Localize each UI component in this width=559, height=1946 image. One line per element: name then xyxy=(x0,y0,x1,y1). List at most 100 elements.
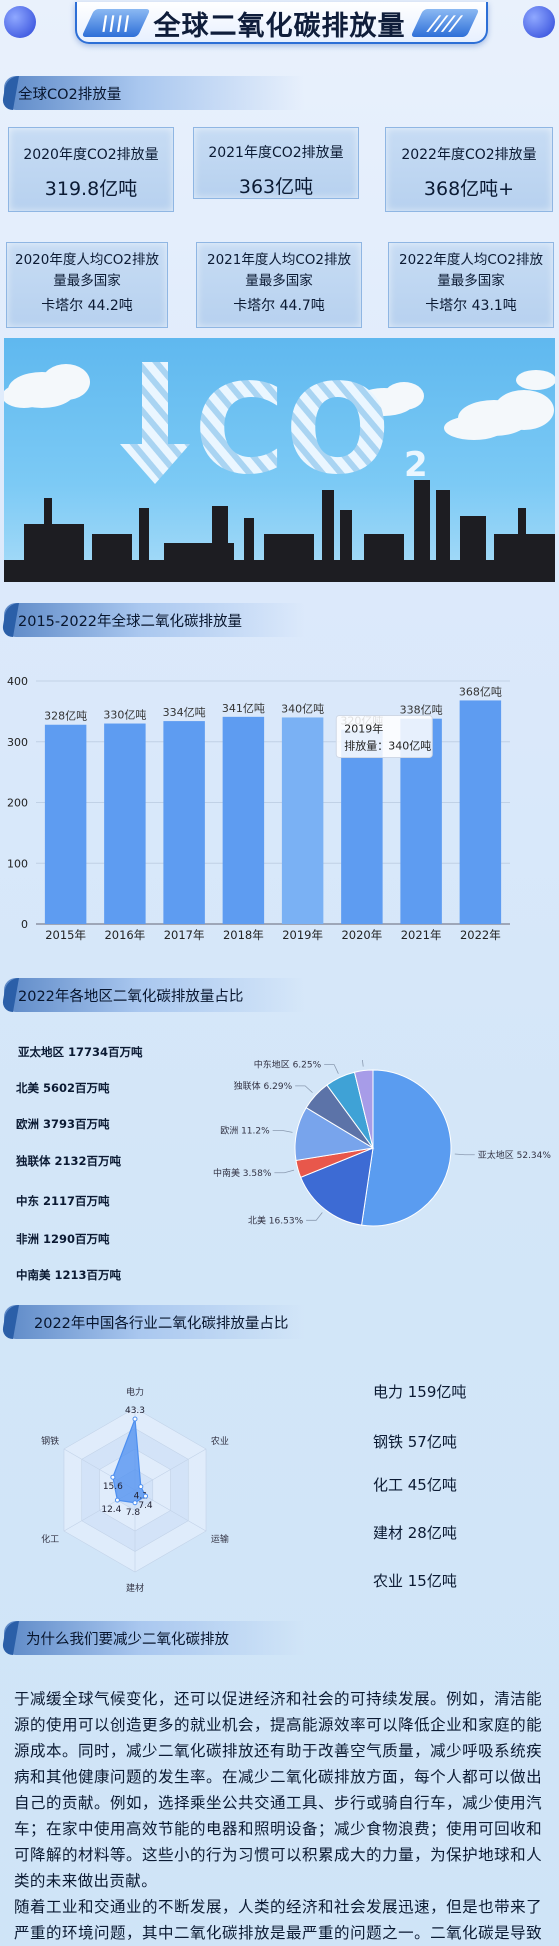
percap-value: 卡塔尔 44.2吨 xyxy=(41,298,133,314)
pie-percent-label: 中东地区 6.25% xyxy=(254,1060,322,1071)
pie-leader-line xyxy=(272,1130,293,1133)
x-tick-label: 2022年 xyxy=(460,928,501,942)
y-tick-label: 400 xyxy=(7,675,28,688)
radar-value-label: 7.8 xyxy=(126,1508,141,1518)
bar xyxy=(341,729,383,924)
bar-data-label: 338亿吨 xyxy=(400,704,443,717)
x-tick-label: 2017年 xyxy=(164,928,205,942)
cloud-right-icon xyxy=(444,370,555,440)
bar xyxy=(163,721,205,924)
section-header-region: 2022年各地区二氧化碳排放量占比 xyxy=(1,978,324,1012)
pie-percent-label: 非洲 3.81% xyxy=(300,1060,350,1063)
stat-label: 2020年度CO2排放量 xyxy=(23,147,159,163)
section-title: 2022年中国各行业二氧化碳排放量占比 xyxy=(34,1316,289,1332)
x-tick-label: 2021年 xyxy=(401,928,442,942)
pie-slice xyxy=(361,1069,452,1227)
section-header-annual: 2015-2022年全球二氧化碳排放量 xyxy=(1,603,324,637)
section-header-industry: 2022年中国各行业二氧化碳排放量占比 xyxy=(1,1305,324,1339)
x-tick-label: 2015年 xyxy=(45,928,86,942)
pie-percent-label: 北美 16.53% xyxy=(248,1214,304,1226)
percap-card-2020: 2020年度人均CO2排放 量最多国家 卡塔尔 44.2吨 xyxy=(6,242,168,328)
percap-label: 2021年度人均CO2排放 xyxy=(207,252,351,268)
radar-axis-label: 运输 xyxy=(211,1533,229,1545)
section-title: 2015-2022年全球二氧化碳排放量 xyxy=(18,614,243,630)
cloud-left-icon xyxy=(4,364,90,408)
pie-leader-line xyxy=(324,1064,339,1074)
pie-leader-line xyxy=(454,1153,475,1156)
radar-point xyxy=(132,1500,138,1506)
percap-label-2: 量最多国家 xyxy=(53,273,121,289)
radar-point xyxy=(138,1484,144,1490)
radar-axis-label: 化工 xyxy=(41,1533,59,1545)
bar-data-label: 334亿吨 xyxy=(163,706,206,719)
bar xyxy=(459,700,502,924)
section-title: 全球CO2排放量 xyxy=(18,87,122,103)
pie-leader-line xyxy=(295,1085,313,1093)
pie-leader-line xyxy=(274,1169,295,1174)
region-list-item: 独联体 2132百万吨 xyxy=(16,1154,122,1168)
bar-data-label: 330亿吨 xyxy=(103,709,146,722)
industry-list-item: 建材 28亿吨 xyxy=(373,1524,457,1542)
radar-value-label: 15.6 xyxy=(103,1482,123,1492)
section-title: 为什么我们要减少二氧化碳排放 xyxy=(26,1632,229,1648)
pie-slice xyxy=(353,1069,374,1149)
left-orb-icon xyxy=(4,6,36,38)
region-list-item: 中东 2117百万吨 xyxy=(16,1194,110,1208)
radar-point xyxy=(110,1474,116,1480)
co2-banner-image: CO 2 xyxy=(4,338,555,582)
tooltip-title: 2019年 xyxy=(344,721,383,735)
y-tick-label: 100 xyxy=(7,857,28,870)
tooltip-text: 排放量：340亿吨 xyxy=(344,738,431,752)
region-list-item: 欧洲 3793百万吨 xyxy=(16,1117,110,1131)
radar-point xyxy=(114,1497,120,1503)
radar-value-label: 7.4 xyxy=(138,1501,153,1511)
region-list-item: 中南美 1213百万吨 xyxy=(16,1268,122,1282)
x-tick-label: 2016年 xyxy=(104,928,145,942)
stat-card-2021: 2021年度CO2排放量 363亿吨 xyxy=(193,127,359,199)
region-list-item: 亚太地区 17734百万吨 xyxy=(18,1045,143,1059)
banner-co-text: CO xyxy=(194,358,390,502)
radar-point xyxy=(143,1493,149,1499)
bar xyxy=(281,717,324,924)
pie-percent-label: 亚太地区 52.34% xyxy=(478,1149,552,1161)
pie-percent-label: 中南美 3.58% xyxy=(213,1167,272,1179)
percap-label-2: 量最多国家 xyxy=(437,273,505,289)
y-tick-label: 200 xyxy=(7,797,28,810)
header-bar: \\\\ //// 全球二氧化碳排放量 xyxy=(0,0,559,44)
radar-value-label: 12.4 xyxy=(101,1505,121,1515)
radar-point xyxy=(132,1416,138,1422)
bar xyxy=(44,724,87,924)
radar-value-label: 43.3 xyxy=(125,1406,145,1416)
bar-data-label: 340亿吨 xyxy=(281,702,324,715)
industry-list-item: 钢铁 57亿吨 xyxy=(373,1433,457,1451)
cloud-mid-icon xyxy=(354,382,424,416)
stat-label: 2022年度CO2排放量 xyxy=(401,147,537,163)
percap-label: 2020年度人均CO2排放 xyxy=(15,252,159,268)
percap-label: 2022年度人均CO2排放 xyxy=(399,252,543,268)
radar-axis xyxy=(134,1448,207,1491)
section-header-why: 为什么我们要减少二氧化碳排放 xyxy=(1,1621,324,1655)
x-tick-label: 2020年 xyxy=(341,928,382,942)
reason-paragraph-2: 随着工业和交通业的不断发展，人类的经济和社会发展迅速，但是也带来了严重的环境问题… xyxy=(14,1898,542,1942)
x-tick-label: 2019年 xyxy=(282,928,323,942)
percap-value: 卡塔尔 43.1吨 xyxy=(425,298,517,314)
annual-bar-chart: 0 100 200 300 400 328亿吨 2015年 330亿吨 2016年 334亿吨 20… xyxy=(7,675,510,942)
pie-percent-label: 欧洲 11.2% xyxy=(220,1124,270,1136)
reason-paragraph-1: 于减缓全球气候变化，还可以促进经济和社会的可持续发展。例如，清洁能源的使用可以创… xyxy=(14,1690,542,1890)
banner-sub-text: 2 xyxy=(404,445,428,485)
percap-card-2021: 2021年度人均CO2排放 量最多国家 卡塔尔 44.7吨 xyxy=(196,242,362,328)
pie-percent-label: 独联体 6.29% xyxy=(234,1080,293,1092)
stat-card-2022: 2022年度CO2排放量 368亿吨+ xyxy=(385,127,553,212)
stat-value: 363亿吨 xyxy=(238,176,314,198)
stat-value: 368亿吨+ xyxy=(423,178,515,200)
region-pie-chart: 亚太地区 52.34% 北美 16.53% 中南美 3.58% 欧洲 11.2% 独联体… xyxy=(213,1060,552,1227)
radar-value-label: 4.1 xyxy=(134,1492,148,1502)
down-arrow-icon xyxy=(120,362,190,484)
radar-axis-label: 钢铁 xyxy=(41,1435,59,1447)
y-tick-label: 0 xyxy=(21,918,28,931)
x-tick-label: 2018年 xyxy=(223,928,264,942)
bar-data-label: 328亿吨 xyxy=(44,710,87,723)
section-header-global: 全球CO2排放量 xyxy=(1,76,324,110)
